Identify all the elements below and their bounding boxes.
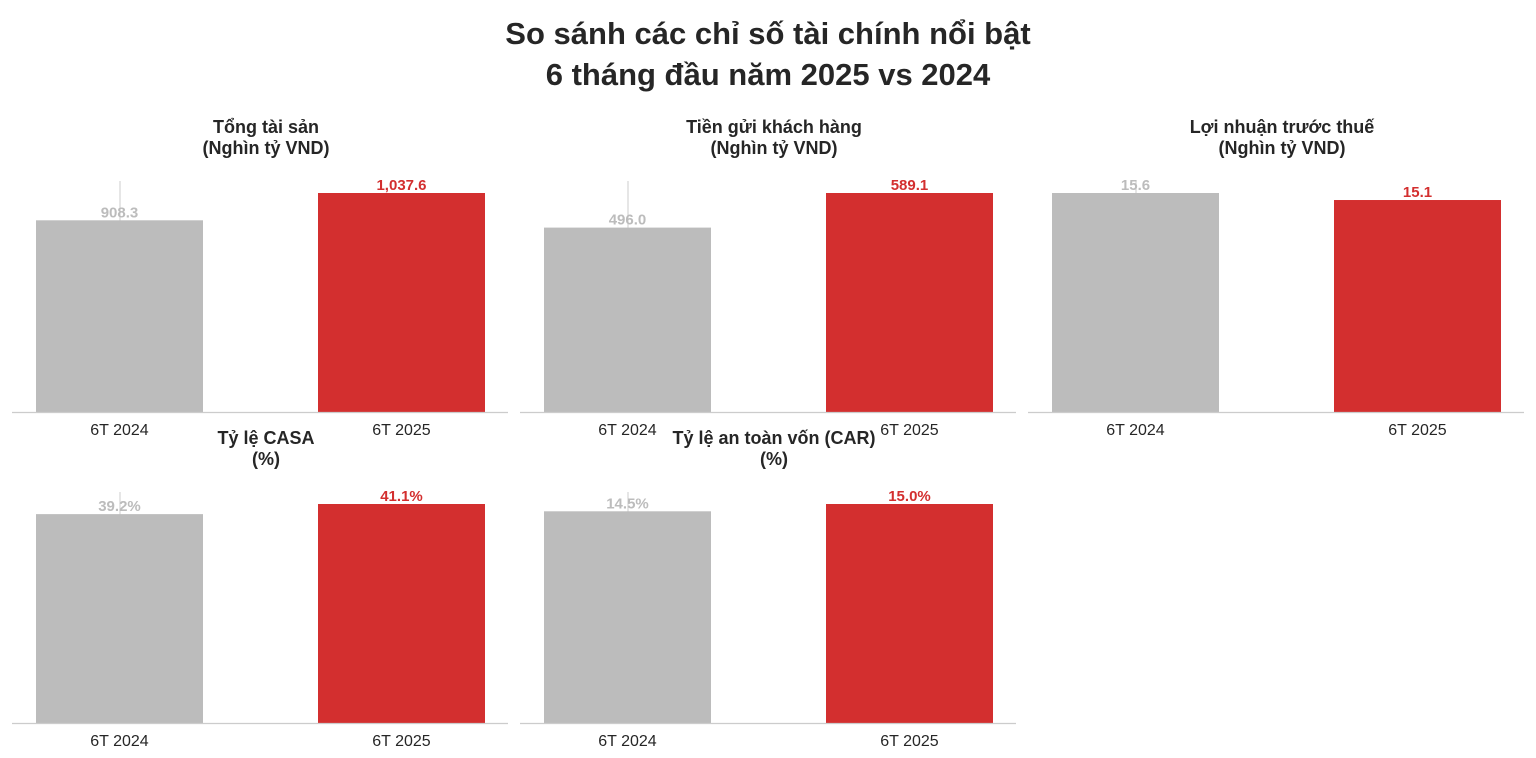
panel-customer-deposits: Tiền gửi khách hàng (Nghìn tỷ VND) 496.0… [520,117,1028,447]
bar-6t-2024 [36,220,203,412]
main-title-line2: 6 tháng đầu năm 2025 vs 2024 [545,57,991,92]
bar-6t-2025 [318,504,485,723]
x-tick-label: 6T 2025 [880,733,939,750]
panel-car-ratio: Tỷ lệ an toàn vốn (CAR) (%) 14.5% 6T 2024… [520,428,1028,758]
data-label: 496.0 [609,212,647,229]
chart-profit-before-tax: 15.6 6T 2024 15.1 6T 2025 [1028,177,1524,439]
data-label: 15.6 [1121,177,1150,194]
data-label: 15.1 [1403,184,1432,201]
panel-title-line1: Tỷ lệ CASA [217,428,315,448]
x-tick-label: 6T 2024 [1106,422,1165,439]
x-tick-label: 6T 2024 [598,422,657,439]
main-title-line1: So sánh các chỉ số tài chính nổi bật [505,16,1031,51]
chart-customer-deposits: 496.0 6T 2024 589.1 6T 2025 [520,177,1016,439]
x-tick-label: 6T 2024 [90,422,149,439]
x-tick-label: 6T 2025 [372,422,431,439]
panel-title-line2: (%) [760,449,788,469]
panel-title-line1: Tiền gửi khách hàng [686,117,862,137]
data-label: 15.0% [888,488,931,505]
panel-title-line1: Tỷ lệ an toàn vốn (CAR) [672,428,876,448]
bar-6t-2024 [544,511,711,723]
x-tick-label: 6T 2025 [1388,422,1447,439]
x-tick-label: 6T 2024 [598,733,657,750]
data-label: 589.1 [891,177,929,194]
bar-6t-2024 [1052,193,1219,412]
panel-title-line1: Lợi nhuận trước thuế [1189,117,1375,137]
panel-title-line2: (Nghìn tỷ VND) [710,138,838,158]
chart-casa-ratio: 39.2% 6T 2024 41.1% 6T 2025 [12,488,508,750]
data-label: 41.1% [380,488,423,505]
chart-car-ratio: 14.5% 6T 2024 15.0% 6T 2025 [520,488,1016,750]
chart-total-assets: 908.3 6T 2024 1,037.6 6T 2025 [12,177,508,439]
bar-6t-2025 [318,193,485,412]
panel-title-line2: (Nghìn tỷ VND) [202,138,330,158]
bar-6t-2024 [544,227,711,412]
panel-title-line2: (Nghìn tỷ VND) [1218,138,1346,158]
x-tick-label: 6T 2025 [880,422,939,439]
bar-6t-2025 [826,193,993,412]
panel-title-line2: (%) [252,449,280,469]
data-label: 1,037.6 [376,177,426,194]
bar-6t-2025 [1334,200,1501,412]
panel-profit-before-tax: Lợi nhuận trước thuế (Nghìn tỷ VND) 15.6… [1028,117,1536,447]
x-tick-label: 6T 2025 [372,733,431,750]
bar-6t-2024 [36,514,203,723]
data-label: 908.3 [101,204,139,221]
data-label: 39.2% [98,498,141,515]
data-label: 14.5% [606,495,649,512]
bar-6t-2025 [826,504,993,723]
x-tick-label: 6T 2024 [90,733,149,750]
panel-casa-ratio: Tỷ lệ CASA (%) 39.2% 6T 2024 41.1% 6T 2025 [12,428,520,758]
panel-title-line1: Tổng tài sản [212,117,319,137]
panel-total-assets: Tổng tài sản (Nghìn tỷ VND) 908.3 6T 2024… [12,117,520,447]
